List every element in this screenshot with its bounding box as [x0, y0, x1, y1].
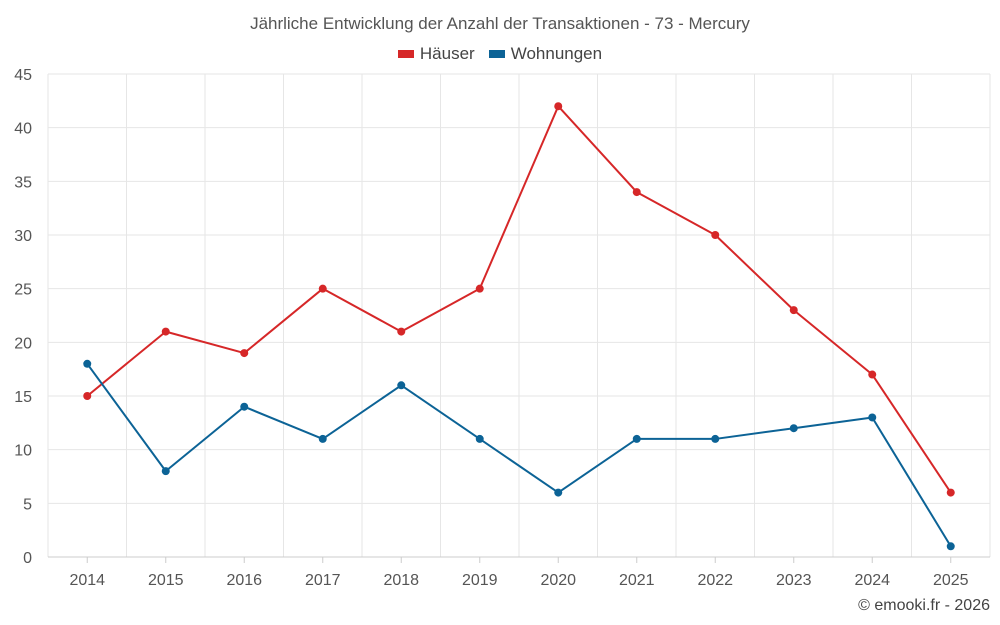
data-point-haeuser	[868, 370, 877, 379]
data-point-haeuser	[554, 102, 563, 111]
data-point-wohnungen	[83, 359, 92, 368]
y-tick-label: 35	[14, 174, 32, 191]
y-tick-label: 40	[14, 121, 32, 138]
y-tick-label: 15	[14, 389, 32, 406]
x-tick-label: 2015	[148, 572, 184, 589]
x-tick-label: 2014	[69, 572, 105, 589]
data-point-haeuser	[318, 284, 327, 293]
series-line-wohnungen	[86, 363, 952, 547]
y-tick-label: 5	[23, 496, 32, 513]
y-tick-label: 25	[14, 282, 32, 299]
data-point-wohnungen	[161, 467, 170, 476]
data-point-wohnungen	[632, 434, 641, 443]
legend-swatch-wohnungen	[488, 50, 505, 58]
data-point-wohnungen	[240, 402, 249, 411]
data-point-wohnungen	[318, 434, 327, 443]
legend-item-wohnungen[interactable]: Wohnungen	[488, 44, 603, 64]
x-tick-label: 2018	[383, 572, 419, 589]
legend-item-haeuser[interactable]: Häuser	[397, 44, 475, 64]
data-point-haeuser	[632, 188, 641, 197]
data-point-haeuser	[83, 392, 92, 400]
x-tick-label: 2022	[697, 572, 733, 589]
x-tick-label: 2020	[540, 572, 576, 589]
x-tick-label: 2016	[226, 572, 262, 589]
y-tick-label: 20	[14, 335, 32, 352]
data-point-wohnungen	[475, 434, 484, 443]
y-tick-label: 30	[14, 228, 32, 245]
data-point-haeuser	[789, 306, 798, 315]
data-point-wohnungen	[868, 413, 877, 422]
x-tick-label: 2017	[305, 572, 341, 589]
x-tick-label: 2024	[854, 572, 890, 589]
legend-label-haeuser: Häuser	[419, 44, 475, 63]
credit-text: © emooki.fr - 2026	[858, 597, 990, 614]
legend: Häuser Wohnungen	[0, 44, 1000, 64]
y-tick-label: 45	[14, 67, 32, 84]
data-point-haeuser	[711, 231, 720, 239]
data-point-wohnungen	[397, 381, 406, 390]
data-point-wohnungen	[711, 434, 720, 443]
x-tick-label: 2019	[462, 572, 498, 589]
data-point-wohnungen	[554, 488, 563, 497]
data-point-haeuser	[397, 327, 406, 336]
y-tick-label: 0	[23, 550, 32, 567]
x-tick-label: 2025	[933, 572, 969, 589]
data-point-haeuser	[161, 327, 170, 336]
data-point-haeuser	[475, 284, 484, 293]
chart-title: Jährliche Entwicklung der Anzahl der Tra…	[250, 14, 750, 33]
x-tick-label: 2021	[619, 572, 655, 589]
series-line-haeuser	[86, 105, 952, 494]
data-point-haeuser	[240, 349, 249, 358]
data-point-wohnungen	[789, 424, 798, 433]
x-tick-label: 2023	[776, 572, 812, 589]
legend-label-wohnungen: Wohnungen	[510, 44, 603, 63]
legend-swatch-haeuser	[397, 50, 414, 58]
data-point-wohnungen	[946, 542, 955, 551]
y-tick-label: 10	[14, 443, 32, 460]
data-point-haeuser	[946, 488, 955, 497]
